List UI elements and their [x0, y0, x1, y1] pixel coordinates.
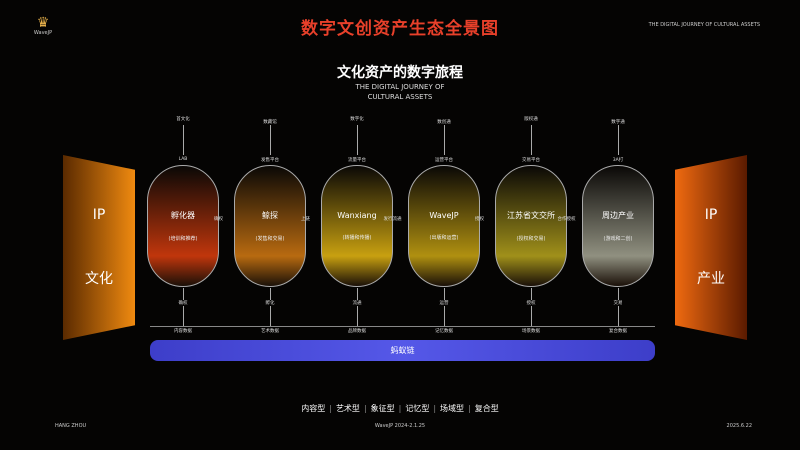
chain-bar: 蚂蚁链	[150, 340, 655, 361]
top-connector-line	[444, 125, 445, 155]
stage-capsule[interactable]: 鲸探 (发售和交易)	[234, 165, 306, 287]
footer-center: WaveJP 2024-2.1.25	[374, 423, 426, 429]
stage-name: 孵化器	[171, 211, 195, 220]
top-label: 数藏馆	[263, 120, 277, 125]
category-item: 艺术型	[335, 404, 360, 413]
stage-name: 江苏省文交所	[507, 211, 555, 220]
top-node: 运营平台	[435, 158, 453, 163]
category-list: 内容型 | 艺术型 | 象征型 | 记忆型 | 场域型 | 复合型	[0, 403, 800, 414]
top-label: 数字通	[611, 120, 625, 125]
bottom-connector-line	[618, 288, 619, 326]
connector-label: 授权	[475, 217, 484, 222]
top-label: 数创通	[437, 120, 451, 125]
stage-sub: (转播和传播)	[342, 235, 372, 241]
left-panel-line2: 文化	[85, 270, 113, 287]
bottom-node: 复合数据	[609, 329, 627, 334]
logo-text: WaveJP	[33, 30, 53, 36]
category-item: 复合型	[474, 404, 499, 413]
stage-capsule[interactable]: 周边产业 (游戏和二创)	[582, 165, 654, 287]
category-separator: |	[363, 404, 367, 413]
top-connector-line	[531, 125, 532, 155]
right-panel-line2: 产业	[697, 270, 725, 287]
bottom-label: 孵化	[240, 300, 300, 306]
subtitle-en-line1: THE DIGITAL JOURNEY OF	[355, 83, 445, 91]
logo: ♛ WaveJP	[28, 16, 58, 36]
footer-left: HANG ZHOU	[55, 423, 87, 429]
bottom-label: 流通	[327, 300, 387, 306]
right-panel-line1: IP	[704, 207, 718, 224]
top-connector-line	[183, 125, 184, 155]
bottom-connector-line	[270, 288, 271, 326]
category-separator: |	[329, 404, 332, 413]
category-item: 象征型	[370, 404, 395, 413]
category-item: 记忆型	[405, 404, 430, 413]
bottom-connector-line	[531, 288, 532, 326]
connector-label: 合作授权	[557, 217, 576, 222]
right-panel: IP 产业	[675, 155, 747, 340]
top-node: 流量平台	[348, 158, 366, 163]
subtitle-en-line2: CULTURAL ASSETS	[367, 93, 433, 101]
stage-sub: (出版和运营)	[429, 235, 459, 241]
bottom-axis-line	[150, 326, 655, 327]
logo-mark-icon: ♛	[36, 15, 50, 31]
bottom-label: 交易	[588, 300, 648, 306]
bottom-node: 记忆数据	[435, 329, 453, 334]
page-title: 数字文创资产生态全景图	[301, 19, 499, 39]
bottom-node: 艺术数据	[261, 329, 279, 334]
top-label: 版权通	[524, 117, 538, 122]
category-separator: |	[398, 404, 402, 413]
top-node: 发售平台	[261, 158, 279, 163]
stage-capsule[interactable]: 江苏省文交所 (授权和交易)	[495, 165, 567, 287]
top-node: LAB	[178, 157, 188, 162]
bottom-label: 授权	[501, 300, 561, 306]
category-item: 场域型	[440, 404, 465, 413]
connector-label: 上链	[301, 217, 310, 222]
subtitle: 文化资产的数字旅程	[337, 65, 463, 81]
connector-label: 确权	[214, 217, 223, 222]
top-label: 首文化	[176, 117, 190, 122]
top-connector-line	[357, 125, 358, 155]
top-node: 3A打	[612, 158, 624, 163]
connector-label: 发行流通	[383, 217, 402, 222]
category-separator: |	[433, 404, 437, 413]
stage-capsule[interactable]: Wanxiang (转播和传播)	[321, 165, 393, 287]
footer-right: 2025.6.22	[726, 423, 752, 429]
stage-capsule[interactable]: 孵化器 (培训和推荐)	[147, 165, 219, 287]
bottom-connector-line	[183, 288, 184, 326]
stage-sub: (游戏和二创)	[603, 236, 633, 242]
stage-name: 周边产业	[602, 211, 634, 220]
stage-sub: (培训和推荐)	[168, 236, 198, 242]
subtitle-en: THE DIGITAL JOURNEY OF CULTURAL ASSETS	[0, 82, 800, 102]
bottom-node: 场景数据	[522, 329, 540, 334]
stage-sub: (授权和交易)	[516, 236, 546, 242]
stage-capsule[interactable]: WaveJP (出版和运营)	[408, 165, 480, 287]
stage-sub: (发售和交易)	[255, 236, 285, 242]
top-node: 交易平台	[522, 158, 540, 163]
top-connector-line	[618, 125, 619, 155]
category-separator: |	[468, 404, 471, 413]
stage-name: 鲸探	[262, 211, 278, 220]
bottom-label: 运营	[414, 300, 474, 306]
bottom-node: 品牌数据	[348, 329, 366, 334]
top-right-caption: THE DIGITAL JOURNEY OF CULTURAL ASSETS	[648, 22, 760, 28]
top-connector-line	[270, 125, 271, 155]
stage-name: Wanxiang	[337, 211, 377, 220]
category-item: 内容型	[301, 404, 326, 413]
bottom-node: 内容数据	[174, 329, 192, 334]
top-label: 数字化	[350, 117, 364, 122]
bottom-connector-line	[444, 288, 445, 326]
bottom-connector-line	[357, 288, 358, 326]
left-panel: IP 文化	[63, 155, 135, 340]
left-panel-line1: IP	[92, 207, 106, 224]
stage-name: WaveJP	[429, 211, 459, 220]
bottom-label: 确权	[153, 300, 213, 306]
